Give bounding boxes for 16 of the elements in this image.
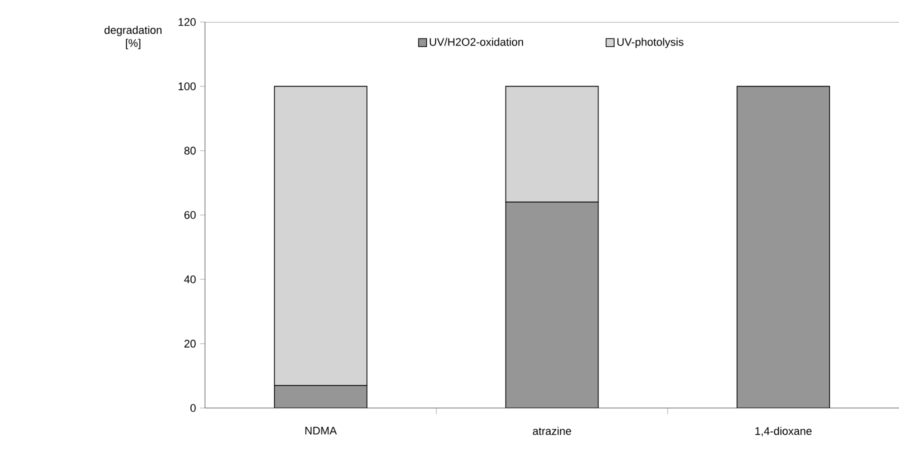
y-tick-label: 120 [178, 18, 196, 26]
y-tick-label: 20 [184, 340, 196, 348]
y-tick-label: 40 [184, 275, 196, 284]
y-axis-title: degradation [%] [104, 26, 162, 50]
legend-label: UV/H2O2-oxidation [430, 38, 524, 46]
bar [736, 86, 830, 408]
y-tick-label: 60 [184, 211, 196, 219]
x-tick-label: 1,4-dioxane [755, 426, 812, 436]
x-tick-label: atrazine [532, 426, 572, 435]
y-tick-label: 0 [190, 404, 196, 412]
y-tick-label: 80 [184, 146, 196, 155]
legend-label: UV-photolysis [617, 38, 684, 48]
y-tick-label: 100 [178, 82, 196, 90]
x-tick-label: NDMA [305, 426, 337, 434]
bar [505, 202, 599, 408]
bar [274, 385, 368, 408]
